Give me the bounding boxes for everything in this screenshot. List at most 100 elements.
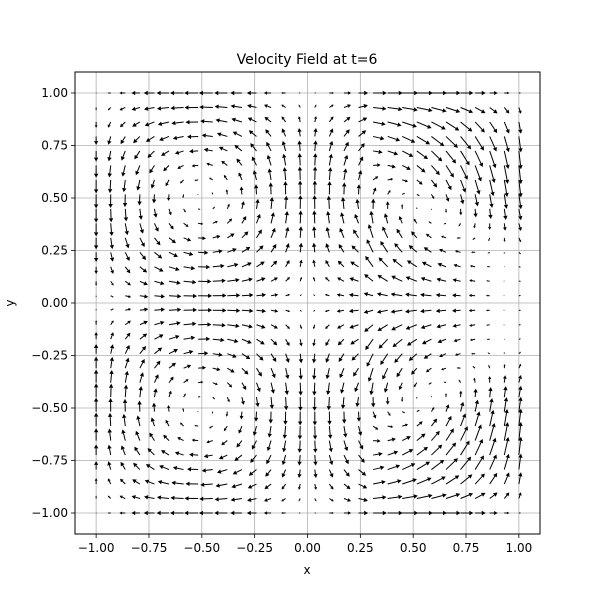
quiver-arrow (206, 440, 213, 444)
quiver-arrow (311, 353, 317, 364)
quiver-arrow (349, 277, 359, 282)
quiver-arrow (209, 177, 214, 181)
quiver-arrow (325, 226, 330, 238)
quiver-arrow (136, 415, 141, 427)
quiver-arrow (343, 116, 351, 123)
quiver-arrow (110, 295, 114, 298)
quiver-arrow (311, 242, 317, 253)
quiver-arrow (107, 512, 111, 514)
quiver-arrow (154, 360, 161, 369)
quiver-arrow (265, 129, 272, 137)
quiver-arrow (183, 379, 189, 384)
quiver-arrow (211, 192, 214, 195)
quiver-arrow (246, 510, 257, 516)
quiver-arrow (182, 407, 185, 412)
quiver-arrow (167, 405, 171, 412)
quiver-arrow (489, 165, 496, 184)
quiver-arrow (212, 206, 215, 210)
quiver-arrow (136, 179, 141, 191)
quiver-arrow (518, 309, 521, 311)
quiver-arrow (518, 396, 523, 412)
quiver-arrow (365, 338, 374, 351)
quiver-arrow (443, 381, 447, 384)
quiver-arrow (503, 437, 510, 456)
quiver-arrow (122, 179, 127, 193)
quiver-arrow (223, 174, 228, 181)
quiver-arrow (312, 166, 318, 180)
quiver-arrow (390, 309, 403, 314)
quiver-arrow (241, 231, 249, 239)
quiver-arrow (253, 411, 259, 422)
quiver-arrow (297, 116, 301, 123)
quiver-arrow (227, 248, 237, 253)
quiver-arrow (197, 410, 199, 412)
quiver-arrow (445, 107, 461, 113)
quiver-arrow (297, 426, 303, 440)
quiver-arrow (445, 510, 461, 516)
quiver-arrow (337, 338, 345, 346)
quiver-arrow (218, 146, 228, 152)
quiver-arrow (348, 292, 359, 298)
quiver-arrow (283, 195, 289, 209)
quiver-arrow (93, 369, 99, 383)
quiver-arrow (299, 276, 303, 282)
quiver-arrow (340, 382, 345, 394)
quiver-arrow (435, 292, 447, 298)
quiver-arrow (93, 444, 99, 456)
quiver-arrow (445, 442, 457, 456)
quiver-arrow (504, 511, 510, 515)
quiver-arrow (382, 226, 389, 239)
quiver-arrow (139, 333, 148, 340)
quiver-arrow (266, 141, 272, 152)
quiver-arrow (232, 469, 243, 475)
quiver-arrow (241, 293, 254, 298)
quiver-arrow (109, 237, 114, 250)
quiver-arrow (212, 278, 226, 283)
quiver-arrow (355, 198, 360, 209)
quiver-arrow (313, 440, 318, 453)
quiver-arrow (238, 425, 243, 434)
quiver-arrow (485, 294, 490, 297)
quiver-arrow (95, 308, 97, 311)
quiver-arrow (93, 165, 99, 178)
quiver-arrow (132, 121, 141, 127)
quiver-arrow (221, 160, 228, 166)
quiver-arrow (266, 440, 272, 452)
quiver-arrow (402, 423, 409, 427)
quiver-arrow (358, 483, 368, 489)
quiver-arrow (234, 144, 243, 152)
quiver-arrow (239, 411, 244, 420)
quiver-arrow (285, 309, 291, 313)
quiver-arrow (119, 511, 126, 515)
quiver-arrow (125, 308, 132, 311)
quiver-arrow (401, 204, 404, 209)
quiver-arrow (366, 353, 374, 367)
quiver-arrow (445, 150, 457, 164)
quiver-arrow (387, 150, 399, 156)
quiver-arrow (518, 492, 522, 499)
quiver-arrow (124, 266, 131, 274)
quiver-arrow (518, 338, 521, 340)
quiver-arrow (154, 320, 165, 326)
quiver-arrow (445, 458, 458, 470)
quiver-arrow (423, 247, 432, 253)
quiver-arrow (416, 493, 433, 500)
quiver-arrow (430, 395, 432, 398)
quiver-arrow (107, 165, 112, 178)
quiver-arrow (489, 107, 498, 114)
quiver-arrow (110, 281, 114, 286)
quiver-arrow (281, 498, 286, 502)
quiver-arrow (120, 461, 126, 470)
quiver-arrow (124, 357, 130, 369)
quiver-arrow (487, 352, 490, 355)
quiver-arrow (282, 440, 287, 453)
quiver-arrow (107, 136, 112, 145)
quiver-arrow (364, 324, 374, 332)
quiver-arrow (394, 353, 403, 363)
quiver-arrow (134, 150, 141, 160)
quiver-arrow (124, 252, 130, 262)
quiver-arrow (165, 179, 170, 187)
quiver-arrow (194, 424, 199, 427)
quiver-arrow (371, 198, 376, 209)
